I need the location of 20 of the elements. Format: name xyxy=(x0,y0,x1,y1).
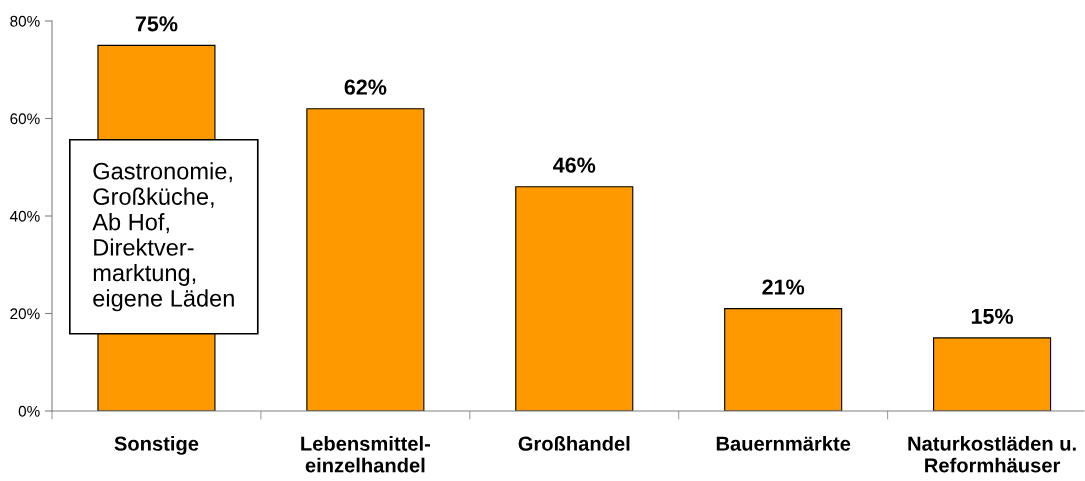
bar xyxy=(515,186,634,411)
bar xyxy=(306,108,425,411)
bar xyxy=(933,337,1052,411)
bar xyxy=(724,308,843,411)
x-tick-label: Bauernmärkte xyxy=(716,436,851,451)
x-tick-label: Sonstige xyxy=(114,436,199,455)
y-tick-label: 0% xyxy=(18,405,40,417)
data-label: 46% xyxy=(553,157,596,173)
y-tick-label: 80% xyxy=(10,15,40,27)
y-tick-label: 40% xyxy=(9,210,40,222)
data-label: 62% xyxy=(344,79,387,95)
y-tick-label: 20% xyxy=(10,308,40,320)
y-tick-label: 60% xyxy=(10,113,40,125)
annotation: Gastronomie, Großküche, Ab Hof, Direktver- marktung, eigene Läden xyxy=(92,162,234,312)
x-tick-label: Naturkostläden u. Reformhäuser xyxy=(908,436,1076,473)
x-tick-label: Lebensmittel- einzelhandel xyxy=(301,436,431,473)
data-label: 21% xyxy=(762,279,805,295)
x-tick-label: Großhandel xyxy=(518,436,630,451)
data-label: 15% xyxy=(971,308,1014,324)
data-label: 75% xyxy=(135,16,178,32)
